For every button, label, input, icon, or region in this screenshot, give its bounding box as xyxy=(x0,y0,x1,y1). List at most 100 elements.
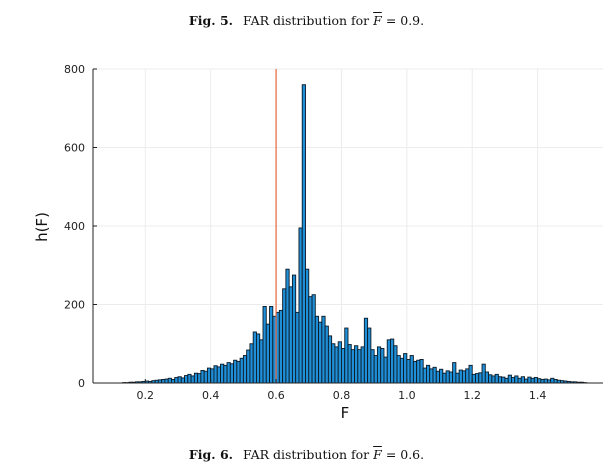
x-axis-ticks: 0.2 0.4 0.6 0.8 1.0 1.2 1.4 xyxy=(137,379,547,402)
histogram-bar xyxy=(213,365,218,384)
histogram-bar xyxy=(501,376,506,384)
histogram-bar xyxy=(190,375,195,384)
x-tick-label: 0.2 xyxy=(137,389,155,402)
histogram-bar xyxy=(233,359,238,384)
histogram-bar xyxy=(334,346,339,384)
histogram-bar xyxy=(393,345,398,384)
x-tick-label: 1.0 xyxy=(398,389,416,402)
histogram-bar xyxy=(311,294,316,384)
y-tick-label: 800 xyxy=(64,63,85,76)
histogram-bar xyxy=(452,362,457,384)
histogram-bar xyxy=(298,227,303,384)
x-tick-label: 0.8 xyxy=(333,389,351,402)
histogram-bar xyxy=(422,367,427,384)
histogram-bar xyxy=(429,368,434,384)
histogram-bar xyxy=(504,377,509,384)
histogram-bar xyxy=(344,327,349,384)
histogram-bar xyxy=(432,366,437,384)
histogram-bar xyxy=(269,306,274,384)
histogram-bar xyxy=(216,366,221,384)
histogram-bar xyxy=(229,363,235,384)
histogram-bar xyxy=(373,355,378,384)
histogram-bar xyxy=(360,346,365,384)
caption-value: = 0.9. xyxy=(385,13,425,28)
y-axis-ticks: 0 200 400 600 800 xyxy=(64,63,97,390)
histogram-bar xyxy=(416,359,421,384)
histogram-bar xyxy=(426,364,431,384)
histogram-bar xyxy=(249,343,254,384)
histogram-bar xyxy=(465,368,470,384)
histogram-bar xyxy=(239,357,244,384)
y-tick-label: 0 xyxy=(78,377,85,390)
histogram-bar xyxy=(491,375,496,384)
histogram-bar xyxy=(511,377,516,384)
histogram-bar xyxy=(376,346,382,384)
histogram-bar xyxy=(347,344,352,384)
caption-value: = 0.6. xyxy=(385,447,425,462)
histogram-bar xyxy=(236,360,241,384)
histogram-bar xyxy=(507,374,512,384)
figure-caption-bottom: Fig. 6. FAR distribution for F = 0.6. xyxy=(0,447,613,462)
histogram-bar xyxy=(321,315,326,384)
histogram-bar xyxy=(180,377,185,384)
y-tick-label: 200 xyxy=(64,299,85,312)
histogram-bar xyxy=(481,363,486,384)
histogram-bar xyxy=(553,379,558,384)
histogram-bar xyxy=(252,331,257,384)
histogram-bar xyxy=(543,378,548,384)
histogram-bar xyxy=(278,309,284,384)
figure-number: Fig. 6. xyxy=(188,447,233,462)
histogram-bar xyxy=(357,349,362,384)
histogram-bar xyxy=(409,355,414,384)
histogram-bar xyxy=(520,376,525,384)
histogram-bar xyxy=(442,372,447,384)
histogram-bar xyxy=(187,373,192,384)
histogram-bar xyxy=(288,286,293,384)
y-tick-label: 600 xyxy=(64,142,85,155)
histogram-bar xyxy=(164,378,169,384)
histogram-bar xyxy=(455,372,460,384)
caption-symbol: F xyxy=(373,13,382,28)
histogram-bar xyxy=(282,288,287,384)
histogram-bar xyxy=(461,370,467,384)
histogram-bar xyxy=(167,377,172,384)
histogram-bars xyxy=(121,84,588,384)
histogram-bar xyxy=(285,268,290,384)
histogram-bar xyxy=(327,335,333,384)
histogram-bar xyxy=(331,343,336,384)
histogram-bar xyxy=(403,353,408,384)
figure-number: Fig. 5. xyxy=(188,13,233,28)
x-tick-label: 0.4 xyxy=(202,389,220,402)
histogram-bar xyxy=(223,364,228,384)
caption-text: FAR distribution for xyxy=(242,13,370,28)
histogram-bar xyxy=(246,349,251,384)
histogram-bar xyxy=(171,379,176,384)
histogram-bar xyxy=(161,379,166,384)
histogram-bar xyxy=(363,317,369,384)
histogram-bar xyxy=(517,377,522,384)
histogram-bar xyxy=(540,379,545,384)
histogram-bar xyxy=(475,373,480,384)
histogram-bar xyxy=(370,349,375,384)
histogram-bar xyxy=(295,311,300,384)
histogram-bar xyxy=(448,371,454,384)
histogram-bar xyxy=(524,378,529,384)
histogram-bar xyxy=(367,327,372,384)
histogram-bar xyxy=(242,355,248,384)
histogram-bar xyxy=(291,274,297,384)
histogram-bar xyxy=(350,349,355,384)
figure-caption-top: Fig. 5. FAR distribution for F = 0.9. xyxy=(0,13,613,28)
x-tick-label: 1.4 xyxy=(529,389,547,402)
histogram-bar xyxy=(458,369,463,384)
x-tick-label: 1.2 xyxy=(463,389,481,402)
histogram-bar xyxy=(439,368,444,384)
histogram-bar xyxy=(399,357,405,384)
histogram-bar xyxy=(383,356,388,384)
caption-text: FAR distribution for xyxy=(242,447,370,462)
histogram-bar xyxy=(484,371,490,384)
histogram-bar xyxy=(197,373,202,384)
histogram-bar xyxy=(337,341,342,384)
histogram-bar xyxy=(226,362,231,384)
histogram-bar xyxy=(200,369,205,384)
